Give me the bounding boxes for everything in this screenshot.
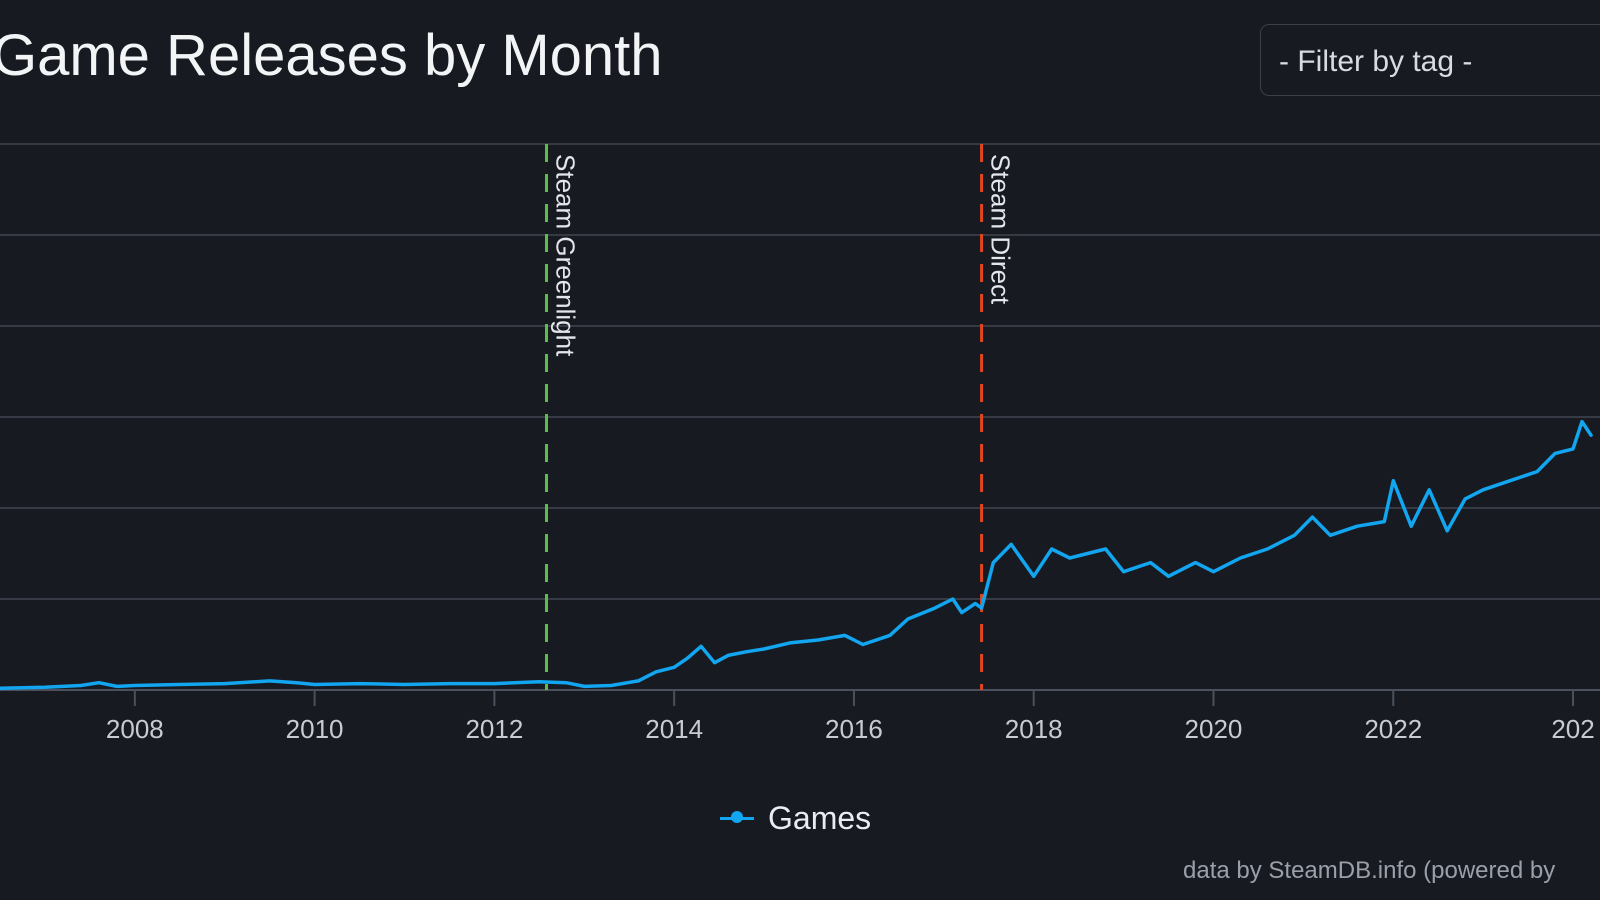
x-tick-label: 2020 (1185, 714, 1243, 744)
chart-annotations: Steam Greenlight Steam Direct (545, 144, 1016, 690)
x-tick-label: 2022 (1364, 714, 1422, 744)
series-line-games (0, 419, 1593, 690)
chart-gridlines (0, 143, 1600, 691)
chart-series (0, 419, 1593, 690)
x-tick-label: 202 (1551, 714, 1594, 744)
legend-label: Games (768, 799, 872, 836)
legend-marker-icon (720, 811, 754, 823)
legend-item-games[interactable]: Games (720, 798, 871, 838)
annotation-label: Steam Direct (986, 154, 1016, 305)
x-tick-label: 2012 (465, 714, 523, 744)
x-tick-label: 2016 (825, 714, 883, 744)
x-tick-label: 2018 (1005, 714, 1063, 744)
tag-filter-select[interactable]: - Filter by tag - (1260, 24, 1600, 96)
x-tick-label: 2014 (645, 714, 703, 744)
annotation-label: Steam Greenlight (551, 154, 581, 357)
x-axis: 2008 2010 2012 2014 2016 2018 2020 2022 202 (106, 690, 1595, 744)
data-credit: data by SteamDB.info (powered by (1183, 857, 1556, 884)
tag-filter-placeholder: - Filter by tag - (1279, 45, 1473, 78)
page-title: Game Releases by Month (0, 23, 663, 88)
x-tick-label: 2010 (286, 714, 344, 744)
x-tick-label: 2008 (106, 714, 164, 744)
